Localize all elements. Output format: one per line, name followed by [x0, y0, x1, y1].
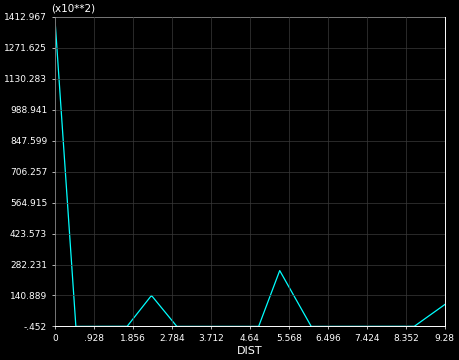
Text: (x10**2): (x10**2) [51, 4, 95, 14]
X-axis label: DIST: DIST [237, 346, 263, 356]
